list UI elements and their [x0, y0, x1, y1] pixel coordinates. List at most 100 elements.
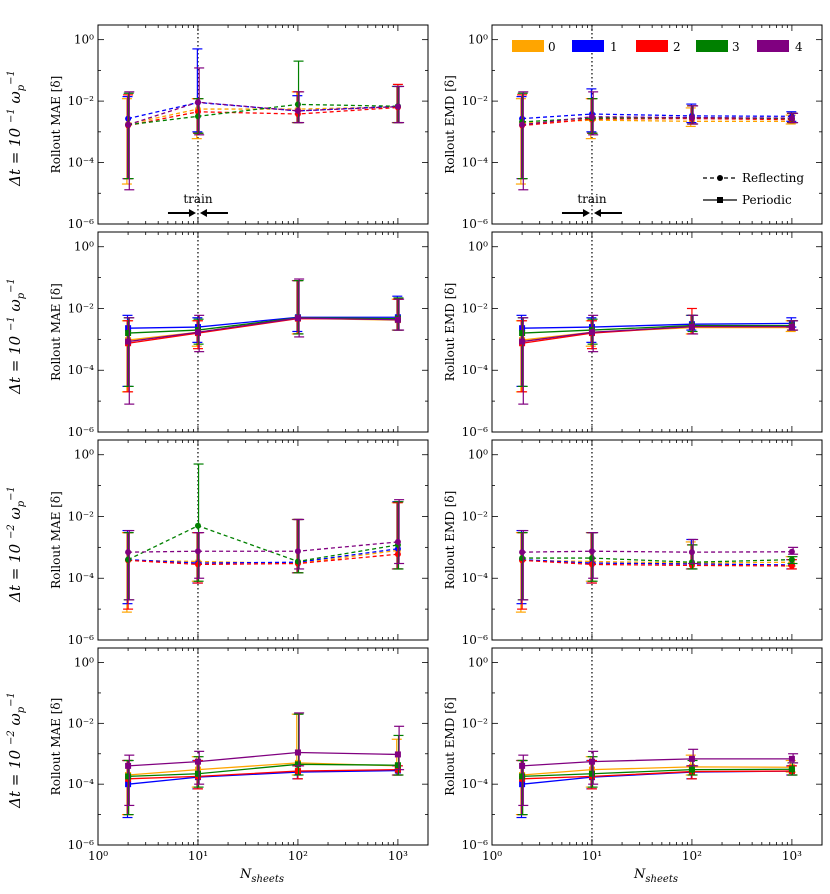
data-point	[125, 773, 132, 780]
data-point	[519, 330, 526, 337]
data-point	[394, 316, 401, 323]
y-tick-label: 10⁻⁴	[68, 363, 95, 377]
y-axis-label: Rollout MAE [δ]	[49, 76, 63, 174]
y-tick-label: 10⁻⁴	[462, 777, 489, 791]
series-line	[522, 559, 792, 564]
series-line	[522, 758, 792, 767]
series-2	[123, 83, 403, 180]
y-tick-label: 10⁻⁴	[462, 363, 489, 377]
x-tick-label: 10⁰	[88, 849, 108, 863]
train-arrowhead-left	[582, 209, 590, 217]
legend-label-3: 3	[732, 40, 740, 54]
data-point	[294, 548, 301, 555]
data-point	[788, 556, 795, 563]
y-tick-label: 10⁰	[468, 656, 488, 670]
y-tick-label: 10⁻⁴	[68, 777, 95, 791]
data-point	[788, 548, 795, 555]
row-label-1: Δt = 10 −1 ωp−1	[6, 70, 27, 187]
series-4	[124, 712, 405, 807]
panel-frame	[491, 647, 823, 846]
series-1	[122, 759, 403, 819]
data-point	[294, 749, 301, 756]
panel-row2-right: 10⁻⁶ 10⁻⁴ 10⁻² 10⁰ Rollout EMD [δ]	[443, 231, 823, 439]
data-point	[588, 113, 595, 120]
series-2	[517, 532, 797, 610]
series-line	[522, 770, 792, 780]
series-line	[128, 769, 398, 785]
data-point	[194, 113, 201, 120]
series-line	[128, 316, 398, 329]
data-point	[125, 121, 132, 128]
data-point	[294, 558, 301, 565]
train-arrowhead-left	[188, 209, 196, 217]
train-arrowhead-right	[199, 209, 207, 217]
series-line	[522, 324, 792, 334]
panel-row3-left: 10⁻⁶ 10⁻⁴ 10⁻² 10⁰ Rollout MAE [δ]	[49, 439, 429, 647]
series-line	[127, 101, 398, 126]
data-point	[788, 323, 795, 330]
y-tick-label: 10⁰	[468, 33, 488, 47]
series-line	[522, 550, 792, 553]
data-point	[588, 548, 595, 555]
series-4	[518, 748, 799, 807]
data-point	[788, 755, 795, 762]
series-2	[517, 307, 797, 393]
y-tick-label: 10⁰	[74, 656, 94, 670]
legend-reflecting-label: Reflecting	[742, 171, 804, 185]
panel-row1-left: 10⁻⁶ 10⁻⁴ 10⁻² 10⁰ Rollout MAE [δ] train	[49, 24, 429, 231]
data-point	[519, 338, 526, 345]
y-tick-label: 10⁻²	[462, 94, 489, 108]
data-point	[519, 762, 526, 769]
y-tick-label: 10⁻²	[68, 94, 95, 108]
series-0	[121, 85, 402, 185]
series-line	[128, 549, 398, 565]
series-2	[123, 502, 403, 610]
series-4	[518, 314, 799, 405]
data-point	[688, 323, 695, 330]
series-2	[517, 759, 797, 816]
series-1	[122, 501, 403, 605]
data-point	[294, 315, 301, 322]
data-point	[294, 101, 301, 108]
data-point	[394, 751, 401, 758]
series-line	[128, 769, 398, 780]
data-point	[194, 548, 201, 555]
series-line	[522, 116, 792, 126]
series-3	[517, 92, 798, 180]
legend-label-0: 0	[548, 40, 556, 54]
x-tick-label: 10¹	[188, 849, 208, 863]
series-line	[127, 101, 398, 120]
data-point	[688, 755, 695, 762]
x-tick-label: 10³	[388, 849, 408, 863]
series-line	[128, 541, 398, 553]
y-tick-label: 10⁻⁴	[68, 156, 95, 170]
panel-frame	[97, 231, 429, 433]
y-tick-label: 10⁻²	[68, 716, 95, 730]
data-point	[294, 107, 301, 114]
data-point	[194, 522, 201, 529]
data-point	[194, 329, 201, 336]
y-tick-label: 10⁻⁶	[68, 217, 95, 231]
data-point	[519, 549, 526, 556]
x-tick-label: 10⁰	[482, 849, 502, 863]
data-point	[394, 762, 401, 769]
y-tick-label: 10⁰	[468, 240, 488, 254]
y-tick-label: 10⁻²	[462, 716, 489, 730]
series-line	[522, 325, 792, 343]
series-line	[128, 317, 398, 343]
series-line	[522, 557, 792, 563]
data-point	[788, 562, 795, 569]
y-tick-label: 10⁻²	[68, 301, 95, 315]
train-arrowhead-right	[593, 209, 601, 217]
y-axis-label: Rollout EMD [δ]	[443, 697, 457, 796]
series-line	[127, 106, 398, 125]
y-tick-label: 10⁰	[74, 240, 94, 254]
panel-frame	[491, 231, 823, 433]
y-tick-label: 10⁻⁴	[462, 571, 489, 585]
data-point	[125, 330, 132, 337]
y-tick-label: 10⁻⁶	[462, 425, 489, 439]
y-axis-label: Rollout EMD [δ]	[443, 75, 457, 174]
series-line	[522, 559, 792, 566]
data-point	[394, 538, 401, 545]
